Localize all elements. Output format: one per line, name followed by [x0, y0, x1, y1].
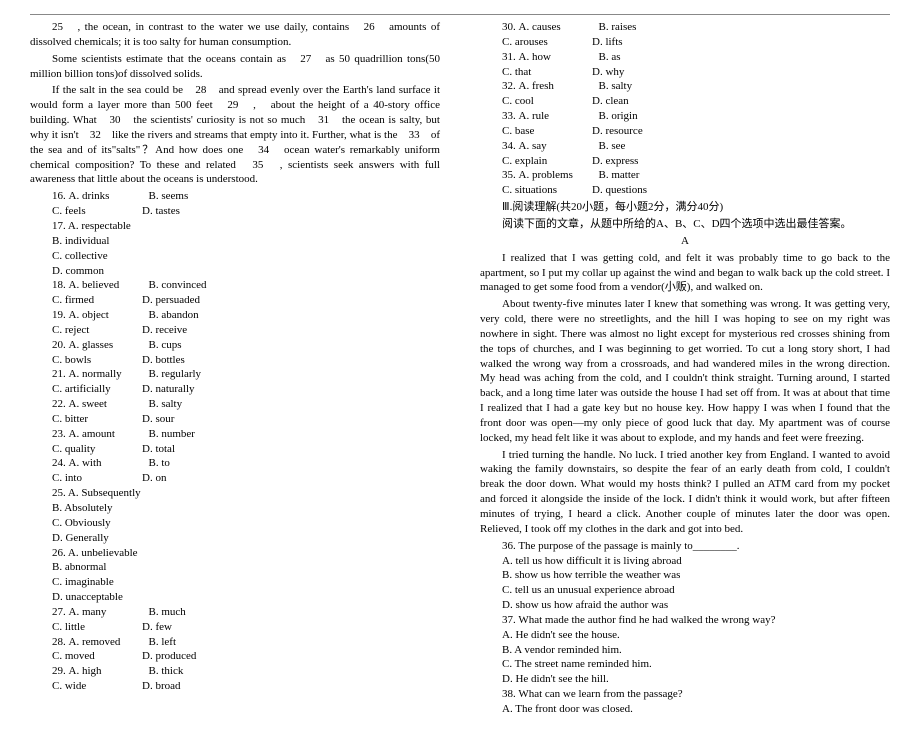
q25c: C. Obviously	[30, 516, 440, 531]
q37d: D. He didn't see the hill.	[480, 672, 890, 687]
q26: 26. A. unbelievable	[30, 546, 440, 561]
q20-cd: C. bowlsD. bottles	[30, 353, 440, 368]
q32: 32. A. freshB. salty	[480, 79, 890, 94]
q18: 18. A. believedB. convinced	[30, 278, 440, 293]
q33: 33. A. ruleB. origin	[480, 109, 890, 124]
q24: 24. A. withB. to	[30, 456, 440, 471]
q34: 34. A. sayB. see	[480, 139, 890, 154]
q22: 22. A. sweetB. salty	[30, 397, 440, 412]
q21: 21. A. normallyB. regularly	[30, 367, 440, 382]
q27: 27. A. manyB. much	[30, 605, 440, 620]
passage-a-label: A	[480, 234, 890, 249]
q26b: B. abnormal	[30, 560, 440, 575]
q25d: D. Generally	[30, 531, 440, 546]
q29: 29. A. highB. thick	[30, 664, 440, 679]
q36b: B. show us how terrible the weather was	[480, 568, 890, 583]
q35-cd: C. situationsD. questions	[480, 183, 890, 198]
passage-a-p1: I realized that I was getting cold, and …	[480, 251, 890, 296]
q17d: D. common	[30, 264, 440, 279]
q17b: B. individual	[30, 234, 440, 249]
q23-cd: C. qualityD. total	[30, 442, 440, 457]
q16: 16. A. drinksB. seems	[30, 189, 440, 204]
q30: 30. A. causesB. raises	[480, 20, 890, 35]
q19-cd: C. rejectD. receive	[30, 323, 440, 338]
passage-para-3: If the salt in the sea could be 28 and s…	[30, 83, 440, 187]
section-3-title: Ⅲ.阅读理解(共20小题，每小题2分，满分40分)	[480, 200, 890, 215]
q25: 25. A. Subsequently	[30, 486, 440, 501]
passage-a-p2: About twenty-five minutes later I knew t…	[480, 297, 890, 445]
q21-cd: C. artificiallyD. naturally	[30, 382, 440, 397]
q22-cd: C. bitterD. sour	[30, 412, 440, 427]
left-column: 25 , the ocean, in contrast to the water…	[30, 20, 440, 717]
q28-cd: C. movedD. produced	[30, 649, 440, 664]
q31-cd: C. thatD. why	[480, 65, 890, 80]
q20: 20. A. glassesB. cups	[30, 338, 440, 353]
q29-cd: C. wideD. broad	[30, 679, 440, 694]
q19: 19. A. objectB. abandon	[30, 308, 440, 323]
q38: 38. What can we learn from the passage?	[480, 687, 890, 702]
q17: 17. A. respectable	[30, 219, 440, 234]
q36: 36. The purpose of the passage is mainly…	[480, 539, 890, 554]
q25b: B. Absolutely	[30, 501, 440, 516]
q24-cd: C. intoD. on	[30, 471, 440, 486]
q36c: C. tell us an unusual experience abroad	[480, 583, 890, 598]
q32-cd: C. coolD. clean	[480, 94, 890, 109]
q27-cd: C. littleD. few	[30, 620, 440, 635]
section-3-sub: 阅读下面的文章，从题中所给的A、B、C、D四个选项中选出最佳答案。	[480, 217, 890, 232]
q30-cd: C. arousesD. lifts	[480, 35, 890, 50]
q37c: C. The street name reminded him.	[480, 657, 890, 672]
right-column: 30. A. causesB. raises C. arousesD. lift…	[480, 20, 890, 717]
q33-cd: C. baseD. resource	[480, 124, 890, 139]
passage-para-2: Some scientists estimate that the oceans…	[30, 52, 440, 82]
q28: 28. A. removedB. left	[30, 635, 440, 650]
q17c: C. collective	[30, 249, 440, 264]
q34-cd: C. explainD. express	[480, 154, 890, 169]
passage-a-p3: I tried turning the handle. No luck. I t…	[480, 448, 890, 537]
q37b: B. A vendor reminded him.	[480, 643, 890, 658]
q26d: D. unacceptable	[30, 590, 440, 605]
q37: 37. What made the author find he had wal…	[480, 613, 890, 628]
passage-para-1: 25 , the ocean, in contrast to the water…	[30, 20, 440, 50]
q36a: A. tell us how difficult it is living ab…	[480, 554, 890, 569]
q23: 23. A. amountB. number	[30, 427, 440, 442]
q35: 35. A. problemsB. matter	[480, 168, 890, 183]
q18-cd: C. firmedD. persuaded	[30, 293, 440, 308]
q26c: C. imaginable	[30, 575, 440, 590]
q31: 31. A. howB. as	[480, 50, 890, 65]
q38a: A. The front door was closed.	[480, 702, 890, 717]
q16-cd: C. feelsD. tastes	[30, 204, 440, 219]
q37a: A. He didn't see the house.	[480, 628, 890, 643]
q36d: D. show us how afraid the author was	[480, 598, 890, 613]
